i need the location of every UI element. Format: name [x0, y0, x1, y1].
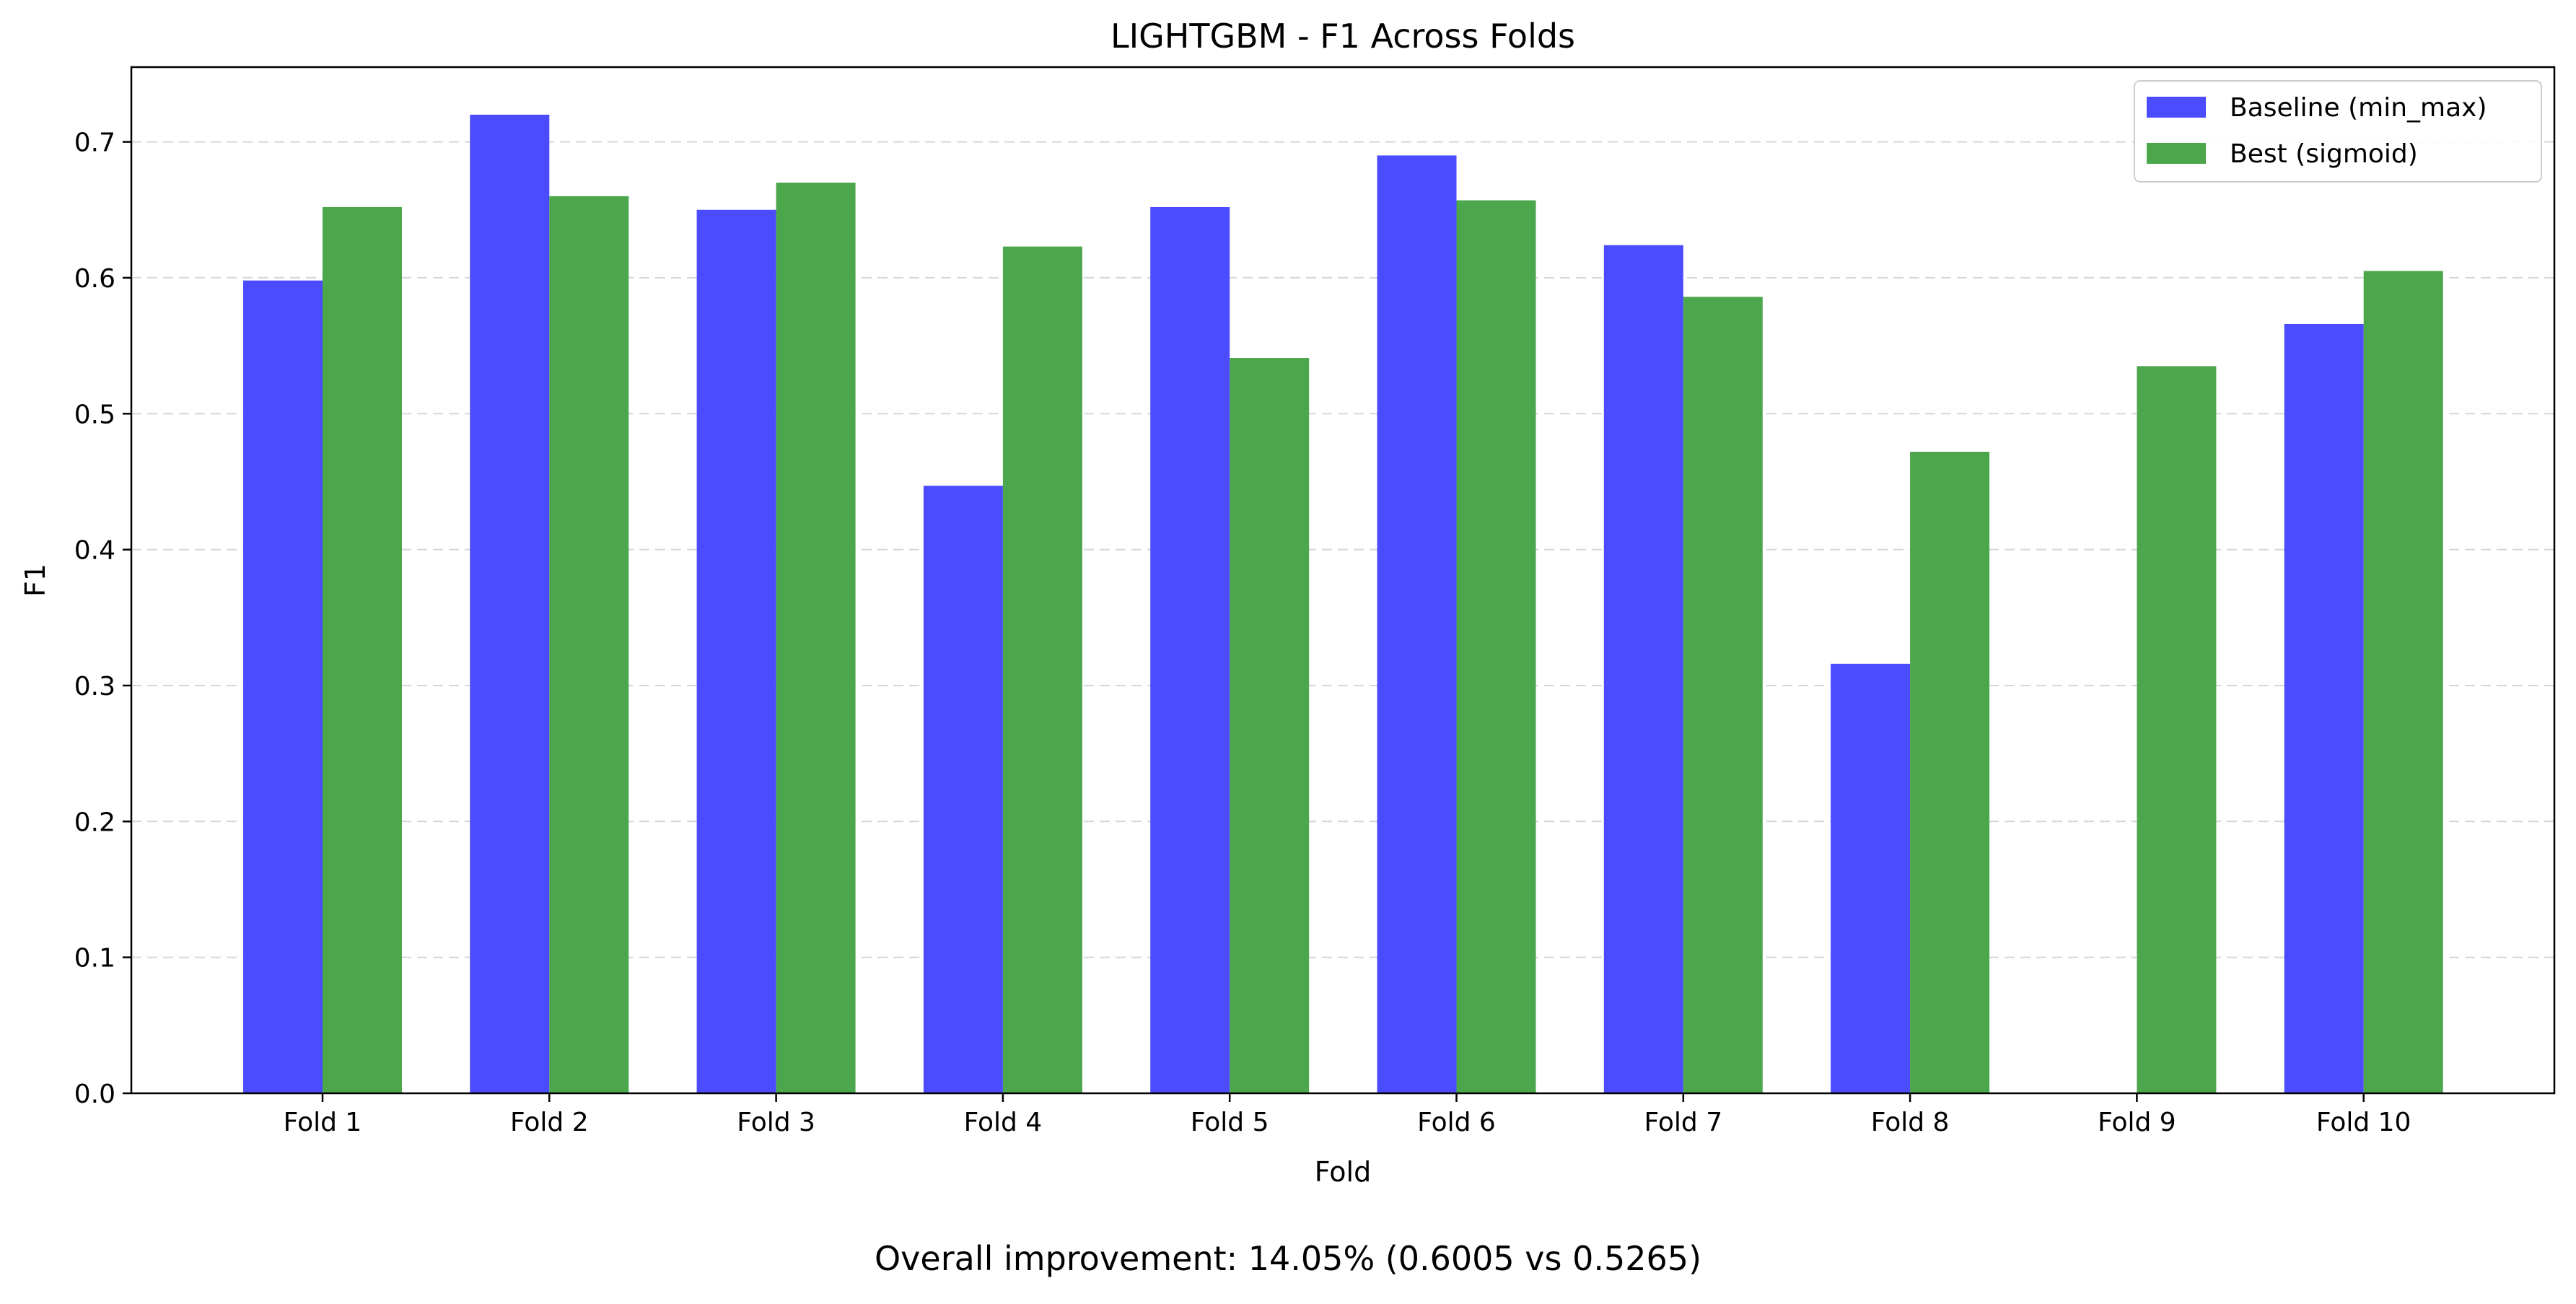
x-tick-label: Fold 1 — [284, 1108, 362, 1137]
bar-baseline-6 — [1377, 155, 1457, 1094]
bar-best-6 — [1456, 200, 1536, 1093]
x-tick-label: Fold 8 — [1871, 1108, 1950, 1137]
bar-baseline-2 — [470, 114, 550, 1093]
bar-best-10 — [2363, 271, 2443, 1093]
bar-best-7 — [1683, 297, 1763, 1093]
legend-swatch-baseline — [2147, 97, 2206, 118]
bar-best-2 — [549, 196, 629, 1094]
bar-best-8 — [1910, 452, 1990, 1093]
y-tick-label: 0.7 — [74, 128, 115, 158]
y-tick-label: 0.2 — [74, 808, 115, 837]
x-tick-label: Fold 7 — [1644, 1108, 1722, 1137]
bar-baseline-4 — [923, 486, 1003, 1093]
x-tick-label: Fold 10 — [2316, 1108, 2411, 1137]
y-axis-ticks: 0.0 0.1 0.2 0.3 0.4 0.5 0.6 0.7 — [74, 128, 131, 1109]
y-tick-label: 0.4 — [74, 536, 115, 566]
x-tick-label: Fold 2 — [510, 1108, 589, 1137]
y-tick-label: 0.3 — [74, 672, 115, 701]
bar-best-9 — [2137, 366, 2217, 1093]
bars — [243, 114, 2443, 1094]
legend-swatch-best — [2147, 143, 2206, 164]
bar-baseline-1 — [243, 280, 323, 1093]
x-tick-label: Fold 6 — [1417, 1108, 1496, 1137]
bar-best-3 — [776, 183, 856, 1093]
bar-baseline-7 — [1603, 245, 1683, 1093]
bar-baseline-10 — [2284, 323, 2364, 1094]
legend-label-baseline: Baseline (min_max) — [2230, 93, 2487, 123]
legend-box — [2134, 80, 2542, 183]
bar-baseline-8 — [1831, 663, 1911, 1093]
bar-baseline-5 — [1150, 206, 1230, 1094]
bar-best-5 — [1230, 358, 1310, 1093]
x-axis-ticks: Fold 1 Fold 2 Fold 3 Fold 4 Fold 5 Fold 6 Fold… — [284, 1093, 2411, 1137]
chart-title: LIGHTGBM - F1 Across Folds — [1110, 17, 1575, 56]
x-tick-label: Fold 9 — [2098, 1108, 2176, 1137]
x-axis-label: Fold — [1315, 1156, 1371, 1188]
bar-best-1 — [323, 206, 402, 1094]
legend-label-best: Best (sigmoid) — [2230, 139, 2418, 169]
bar-baseline-3 — [696, 209, 776, 1093]
y-tick-label: 0.5 — [74, 400, 115, 429]
y-tick-label: 0.0 — [74, 1080, 115, 1109]
bar-best-4 — [1002, 246, 1082, 1094]
x-tick-label: Fold 5 — [1191, 1108, 1269, 1137]
legend: Baseline (min_max) Best (sigmoid) — [2134, 80, 2542, 183]
overall-improvement-note: Overall improvement: 14.05% (0.6005 vs 0… — [875, 1239, 1701, 1278]
y-tick-label: 0.6 — [74, 264, 115, 294]
plot-frame — [130, 66, 2556, 1095]
x-tick-label: Fold 3 — [737, 1108, 815, 1137]
y-axis-label: F1 — [19, 564, 51, 597]
x-tick-label: Fold 4 — [964, 1108, 1043, 1137]
y-tick-label: 0.1 — [74, 944, 115, 973]
